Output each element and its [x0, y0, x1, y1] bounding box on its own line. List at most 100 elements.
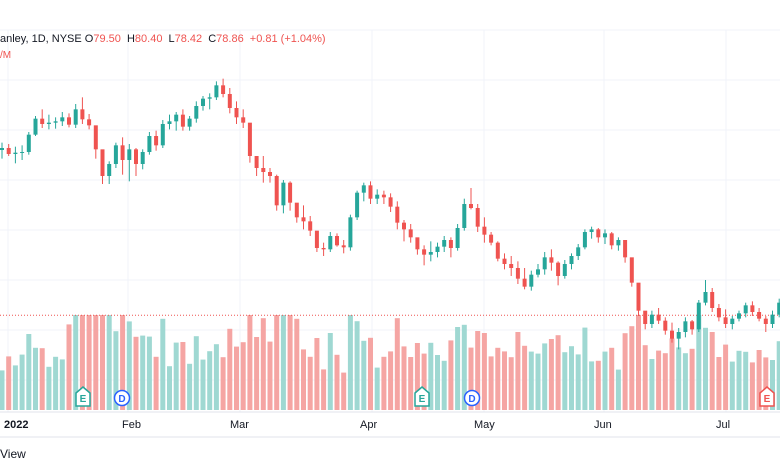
- candle: [33, 116, 38, 136]
- candle: [247, 122, 252, 163]
- candle-body: [777, 302, 780, 315]
- candle: [268, 168, 272, 183]
- volume-bar: [280, 315, 286, 410]
- volume-bar: [481, 333, 487, 410]
- candle-body: [670, 330, 674, 339]
- earnings-badge-shape: [759, 386, 775, 407]
- candle-body: [375, 194, 380, 199]
- candle: [576, 244, 581, 260]
- volume-bar: [66, 324, 72, 410]
- candle: [723, 309, 728, 328]
- candle: [730, 316, 735, 330]
- candle-body: [187, 118, 192, 127]
- candle: [127, 144, 132, 182]
- candle: [281, 180, 286, 214]
- earnings-badge-shape: [414, 386, 430, 407]
- volume-bar: [153, 356, 159, 410]
- time-axis-tick-label: Mar: [230, 419, 249, 431]
- candle-body: [690, 321, 695, 330]
- candle-body: [120, 145, 125, 160]
- candle: [154, 130, 159, 151]
- candle-body: [415, 237, 420, 250]
- candle: [187, 116, 192, 131]
- candle-body: [763, 318, 768, 324]
- candle: [402, 220, 406, 242]
- volume-bar: [93, 315, 99, 410]
- volume-bar: [140, 335, 146, 410]
- view-label[interactable]: View: [0, 447, 26, 461]
- time-axis-tick-label: Feb: [122, 419, 141, 431]
- earnings-marker[interactable]: E: [414, 386, 430, 407]
- candle: [737, 310, 741, 322]
- candle-body: [589, 229, 594, 232]
- volume-bar: [602, 351, 608, 410]
- candle: [489, 232, 494, 246]
- candle-body: [582, 232, 587, 248]
- candle-body: [247, 122, 252, 156]
- candle: [80, 97, 85, 124]
- candle-body: [154, 136, 159, 146]
- candle-body: [616, 240, 621, 246]
- candle-body: [355, 192, 360, 218]
- candle: [167, 114, 172, 130]
- volume-bars: [0, 315, 780, 410]
- volume-bar: [260, 318, 266, 410]
- candle: [288, 181, 293, 211]
- volume-bar: [59, 359, 65, 410]
- candle: [703, 280, 708, 306]
- candle: [93, 125, 98, 159]
- volume-bar: [301, 349, 306, 410]
- volume-bar: [100, 315, 105, 410]
- candle: [13, 146, 18, 164]
- candle-body: [730, 318, 735, 324]
- candle: [482, 217, 487, 243]
- candle-body: [750, 305, 755, 312]
- candle-body: [462, 204, 467, 228]
- candle-body: [67, 117, 71, 125]
- high-value: 80.40: [134, 33, 163, 45]
- volume-bar: [146, 336, 152, 410]
- candle: [670, 322, 674, 343]
- open-value: 79.50: [93, 33, 121, 45]
- volume-bar: [160, 318, 166, 410]
- volume-bar: [709, 332, 715, 410]
- candle: [522, 268, 527, 290]
- candle: [422, 245, 427, 266]
- volume-bar: [120, 315, 126, 410]
- volume-bar: [421, 353, 427, 410]
- candle: [6, 144, 11, 156]
- candle: [241, 109, 246, 128]
- volume-bar: [455, 327, 461, 410]
- candle-body: [757, 312, 762, 319]
- candle-body: [174, 114, 179, 122]
- volume-bar: [394, 318, 400, 410]
- candle-body: [428, 252, 433, 255]
- candle: [589, 226, 594, 239]
- candle: [100, 149, 105, 184]
- candle-body: [180, 114, 185, 127]
- volume-bar: [133, 336, 139, 410]
- candle-body: [408, 229, 413, 238]
- volume-bar: [522, 345, 528, 410]
- earnings-marker[interactable]: E: [759, 386, 775, 407]
- candle-body: [107, 164, 112, 176]
- candle-body: [422, 249, 427, 255]
- volume-bar: [79, 315, 85, 410]
- volume-bar: [689, 348, 695, 410]
- candle-body: [723, 317, 728, 324]
- dividend-marker[interactable]: D: [113, 389, 131, 407]
- earnings-marker[interactable]: E: [75, 386, 91, 407]
- candle-body: [529, 274, 534, 287]
- volume-bar: [756, 350, 762, 410]
- volume-bar: [435, 355, 440, 410]
- volume-bar: [629, 326, 635, 410]
- low-label: L: [168, 33, 175, 45]
- candle-body: [737, 313, 741, 319]
- volume-bar: [274, 315, 280, 410]
- volume-bar: [636, 315, 641, 410]
- dividend-marker[interactable]: D: [463, 389, 481, 407]
- volume-bar: [6, 356, 12, 410]
- volume-bar: [414, 343, 420, 410]
